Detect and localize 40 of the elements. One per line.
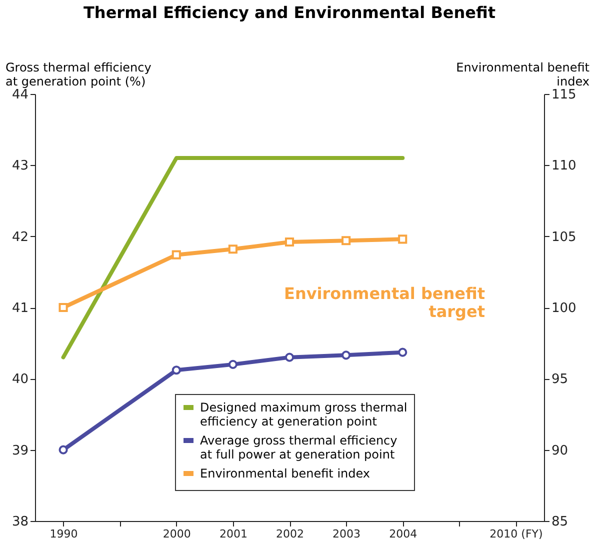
y-axis-title: Gross thermal efficiency at generation point (%) — [6, 60, 152, 88]
y2-tick-label: 100 — [552, 301, 576, 316]
point — [342, 350, 351, 360]
point — [58, 302, 68, 312]
annotation: Environmental benefit target — [284, 284, 486, 321]
x-tick-label: 1990 — [50, 528, 78, 540]
y-tick-label: 42 — [12, 230, 28, 245]
point — [58, 445, 68, 454]
y2-tick-label: 115 — [552, 88, 576, 102]
y-tick-label: 38 — [12, 514, 28, 530]
y2-tick-label: 90 — [552, 443, 568, 458]
legend-label: Designed maximum gross thermal efficiency at generation point — [200, 400, 408, 428]
point — [398, 348, 408, 357]
y2-tick-label: 85 — [552, 514, 568, 530]
y-tick-label: 41 — [12, 301, 28, 316]
x-tick-label: 2000 — [162, 528, 191, 540]
legend-label: Average gross thermal efficiency at full power at generation point — [200, 434, 398, 462]
x-tick-label: 2001 — [219, 528, 248, 540]
chart-title: Thermal Efficiency and Environmental Benefit — [84, 3, 496, 22]
y-tick-label: 43 — [12, 158, 28, 174]
point — [228, 360, 238, 369]
point — [342, 236, 351, 246]
point — [172, 250, 181, 260]
y-tick-label: 40 — [12, 372, 28, 388]
y2-axis-title: Environmental benefit index — [456, 60, 590, 88]
point — [398, 234, 408, 244]
x-tick-label: 2010 (FY) — [490, 528, 543, 540]
y2-tick-label: 95 — [552, 372, 568, 388]
point — [172, 366, 181, 375]
y2-tick-label: 105 — [552, 230, 576, 245]
y-tick-label: 39 — [12, 443, 28, 458]
point — [284, 352, 294, 362]
x-tick-label: 2002 — [276, 528, 304, 540]
point — [228, 244, 238, 254]
legend-label: Environmental benefit index — [200, 466, 370, 480]
x-tick-label: 2004 — [389, 528, 418, 540]
point — [284, 237, 294, 247]
y-tick-label: 44 — [12, 88, 28, 102]
y2-tick-label: 110 — [552, 158, 576, 174]
x-tick-label: 2003 — [332, 528, 361, 540]
